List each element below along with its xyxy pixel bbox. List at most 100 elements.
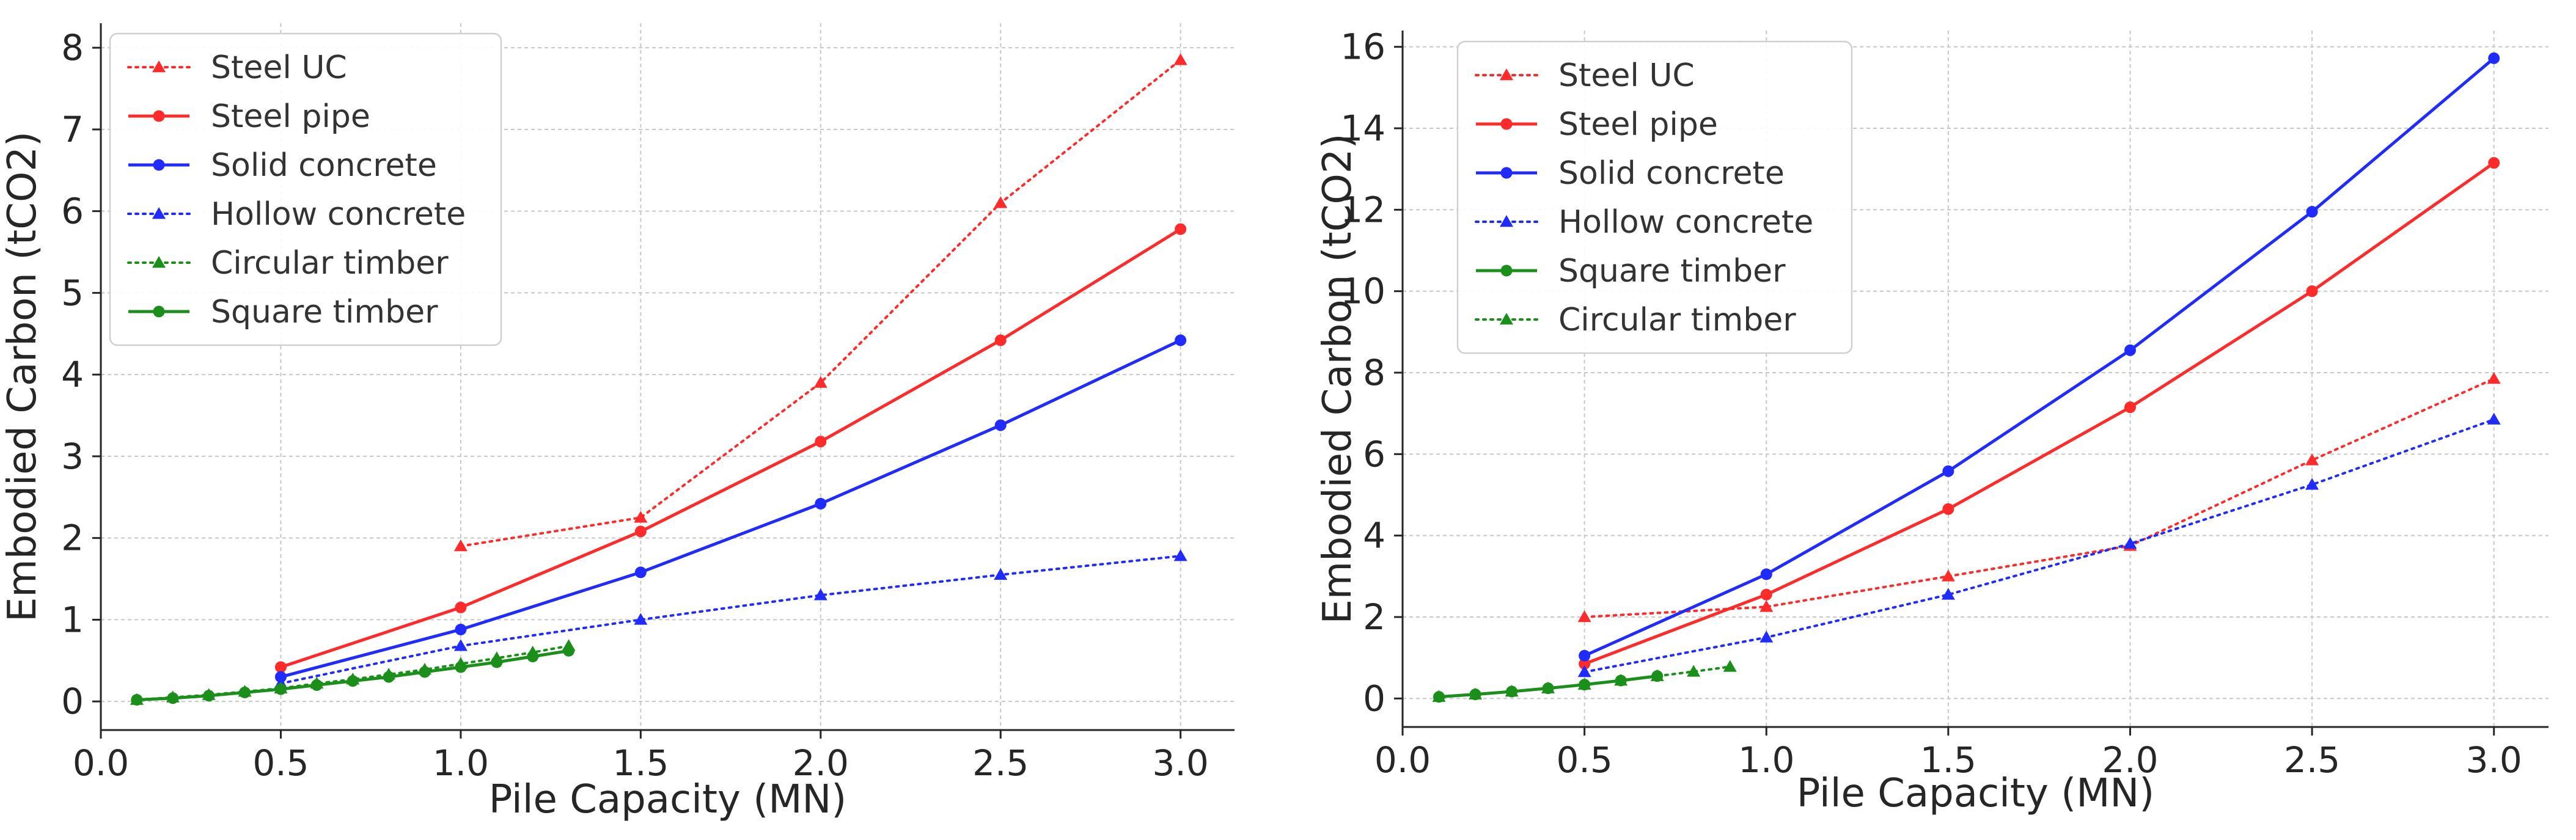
data-point: [203, 690, 215, 702]
legend-item: Solid concrete: [1476, 155, 1785, 192]
y-tick-label: 6: [1363, 433, 1385, 475]
series-circular-timber: [130, 639, 576, 705]
data-point: [634, 613, 648, 625]
x-tick-label: 2.5: [2284, 739, 2340, 781]
data-point: [1760, 588, 1772, 601]
x-tick-label: 1.5: [1920, 739, 1976, 781]
series-steel-pipe: [1579, 157, 2500, 670]
legend-label: Steel UC: [1558, 57, 1695, 94]
data-point: [1760, 630, 1774, 643]
data-point: [2306, 206, 2318, 218]
data-point: [1432, 690, 1446, 702]
legend-box: [1456, 40, 1853, 354]
data-point: [419, 666, 431, 678]
data-point: [815, 436, 827, 448]
data-point: [167, 692, 179, 704]
data-point: [1760, 600, 1774, 612]
x-tick-label: 0.0: [73, 742, 129, 784]
data-point: [239, 686, 251, 698]
data-point: [815, 497, 827, 509]
y-tick-label: 12: [1340, 189, 1385, 230]
data-point: [1614, 674, 1628, 686]
series-line: [1583, 378, 2495, 618]
legend-item: Steel UC: [1475, 57, 1695, 94]
data-point: [1577, 610, 1591, 623]
legend-label: Solid concrete: [1558, 155, 1785, 192]
data-point: [152, 207, 166, 219]
y-tick-label: 8: [1363, 352, 1385, 393]
series-steel-uc: [453, 53, 1187, 552]
series-line: [1583, 161, 2495, 666]
data-point: [153, 305, 165, 318]
data-point: [274, 683, 287, 695]
y-tick-label: 7: [61, 109, 84, 150]
data-point: [1760, 568, 1772, 580]
y-tick-label: 3: [61, 436, 84, 477]
y-tick-label: 1: [61, 599, 84, 640]
legend-item: Solid concrete: [128, 147, 437, 184]
data-point: [813, 376, 827, 388]
data-point: [1173, 53, 1187, 65]
data-point: [563, 645, 575, 657]
chart-1: 0.0 0.5 1.0 1.5 2.0 2.5 3.0 0 1 2 3 4 5 6 7 8 Pile Capac…: [0, 23, 1235, 822]
legend-item: Circular timber: [127, 245, 449, 282]
data-point: [383, 671, 395, 683]
data-point: [634, 511, 648, 523]
data-point: [2124, 401, 2136, 414]
data-point: [2487, 372, 2501, 384]
x-tick-label: 0.5: [1556, 739, 1612, 781]
data-point: [527, 651, 539, 663]
data-point: [1579, 658, 1591, 670]
y-tick-label: 2: [1363, 596, 1385, 638]
x-tick-label: 3.0: [2466, 739, 2522, 781]
legend-label: Square timber: [211, 294, 438, 331]
data-point: [2305, 453, 2319, 466]
series-line: [280, 227, 1181, 669]
x-tick-label: 2.5: [972, 742, 1029, 784]
data-point: [2306, 285, 2318, 298]
data-point: [1541, 681, 1555, 693]
legend-item: Square timber: [1476, 253, 1786, 290]
data-point: [152, 256, 166, 268]
x-tick-label: 0.0: [1374, 739, 1431, 781]
data-point: [1942, 503, 1954, 515]
data-point: [347, 675, 359, 687]
y-tick-label: 8: [61, 27, 84, 68]
series-hollow-concrete: [1577, 412, 2501, 677]
data-point: [2487, 412, 2501, 425]
data-point: [310, 679, 323, 691]
legend-item: Square timber: [128, 294, 438, 331]
data-point: [491, 656, 503, 668]
legend-label: Hollow concrete: [1558, 204, 1813, 241]
data-point: [1505, 685, 1519, 697]
data-point: [2124, 344, 2136, 356]
data-point: [1469, 687, 1483, 699]
data-point: [152, 60, 166, 73]
data-point: [453, 539, 468, 552]
legend-item: Hollow concrete: [127, 196, 466, 233]
y-tick-label: 4: [61, 354, 84, 395]
data-point: [153, 110, 165, 122]
y-tick-label: 6: [61, 191, 84, 232]
data-point: [1500, 313, 1513, 325]
series-solid-concrete: [274, 334, 1187, 683]
data-point: [131, 694, 143, 706]
series-circular-timber: [1432, 660, 1737, 702]
legend-label: Circular timber: [211, 245, 449, 282]
legend-box: [109, 32, 502, 346]
data-point: [634, 566, 647, 579]
x-tick-label: 1.0: [1738, 739, 1794, 781]
data-point: [1175, 223, 1187, 235]
series-hollow-concrete: [274, 549, 1187, 689]
data-point: [994, 568, 1008, 580]
data-point: [1577, 665, 1591, 677]
data-point: [1500, 167, 1513, 179]
data-point: [994, 196, 1008, 208]
data-point: [2123, 537, 2137, 549]
data-point: [1723, 660, 1737, 672]
data-point: [2488, 157, 2500, 169]
legend-label: Solid concrete: [211, 147, 437, 184]
data-point: [274, 661, 287, 673]
data-point: [1579, 649, 1591, 662]
